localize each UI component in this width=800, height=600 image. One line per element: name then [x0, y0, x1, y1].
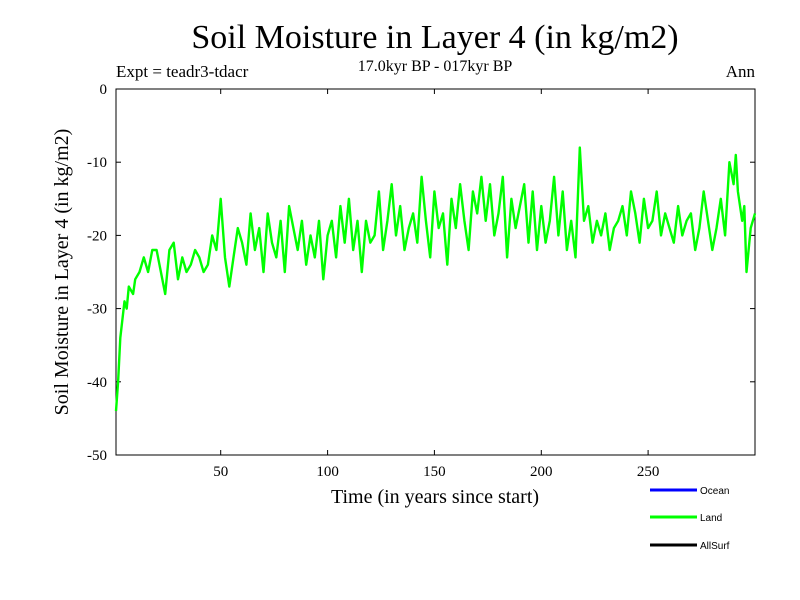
legend-label-land: Land: [700, 513, 722, 524]
y-axis-label: Soil Moisture in Layer 4 (in kg/m2): [51, 129, 73, 416]
season-label: Ann: [726, 62, 756, 81]
axis-ticks: 50 100 150 200 250 0 -10 -20 -30 -40 -50: [87, 82, 755, 480]
chart-subtitle: 17.0kyr BP - 017kyr BP: [358, 58, 513, 75]
y-tick-label: -30: [87, 302, 107, 318]
legend: Ocean Land AllSurf: [650, 486, 730, 552]
series-layer: [114, 146, 757, 412]
x-tick-label: 150: [423, 464, 446, 480]
y-tick-label: -20: [87, 228, 107, 244]
experiment-label: Expt = teadr3-tdacr: [116, 62, 249, 81]
x-axis-label: Time (in years since start): [331, 486, 539, 508]
y-tick-label: -50: [87, 448, 107, 464]
legend-label-allsurf: AllSurf: [700, 541, 730, 552]
series-line-land: [114, 146, 757, 412]
x-tick-label: 250: [637, 464, 660, 480]
x-tick-label: 100: [316, 464, 339, 480]
plot-frame: [115, 88, 756, 456]
y-tick-label: -10: [87, 155, 107, 171]
x-tick-label: 50: [213, 464, 228, 480]
y-tick-label: -40: [87, 375, 107, 391]
legend-label-ocean: Ocean: [700, 486, 729, 497]
chart-title: Soil Moisture in Layer 4 (in kg/m2): [191, 19, 678, 56]
y-tick-label: 0: [100, 82, 108, 98]
x-tick-label: 200: [530, 464, 553, 480]
